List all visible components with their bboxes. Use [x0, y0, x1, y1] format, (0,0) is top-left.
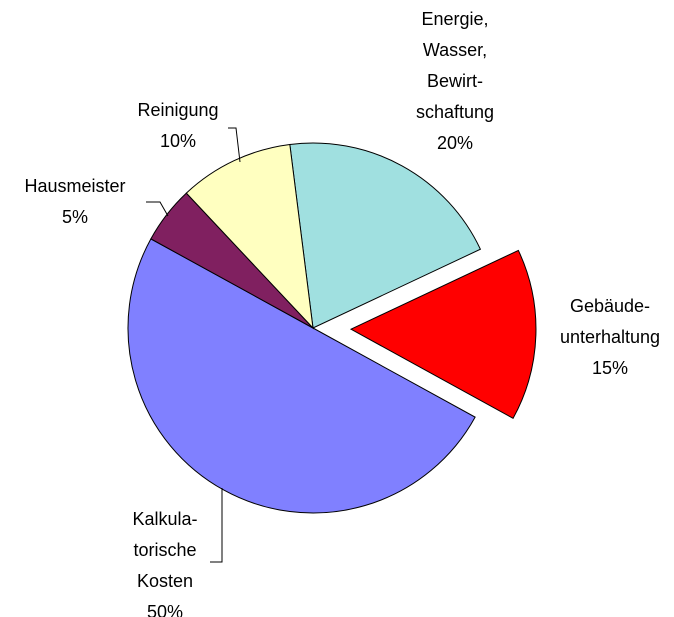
leader-line: [210, 488, 223, 563]
labels: Energie, Wasser, Bewirt-schaftung 20% Gebäud…: [24, 9, 660, 617]
value-label: 5%: [62, 207, 88, 227]
pie-slice: [349, 249, 537, 419]
leader-line: [228, 127, 241, 163]
value-label: 15%: [592, 358, 628, 378]
slice-label: Kalkula-torische Kosten: [132, 509, 197, 591]
slices: [127, 142, 537, 514]
value-label: 20%: [437, 133, 473, 153]
pie-slice: [185, 143, 314, 330]
leader-line: [146, 201, 169, 217]
slice-label: Reinigung: [137, 100, 218, 120]
value-label: 50%: [147, 602, 183, 617]
slice-label: Gebäude-unterhaltung: [560, 296, 660, 347]
value-label: 10%: [160, 131, 196, 151]
pie-slice: [127, 238, 476, 514]
slice-label: Energie, Wasser, Bewirt-schaftung: [416, 9, 494, 122]
slice-label: Hausmeister: [24, 176, 125, 196]
pie-slice: [289, 142, 482, 329]
